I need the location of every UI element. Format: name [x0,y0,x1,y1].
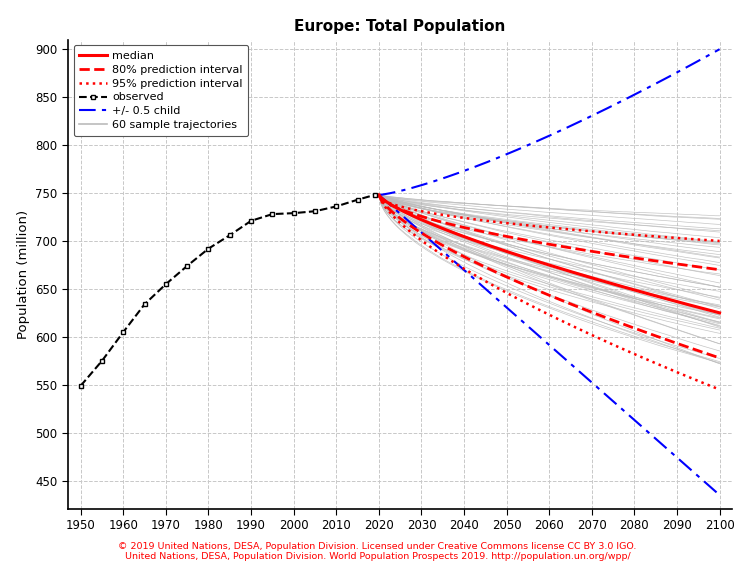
Y-axis label: Population (million): Population (million) [17,210,29,339]
Text: United Nations, DESA, Population Division. World Population Prospects 2019. http: United Nations, DESA, Population Divisio… [125,552,630,561]
Text: © 2019 United Nations, DESA, Population Division. Licensed under Creative Common: © 2019 United Nations, DESA, Population … [119,542,636,551]
Legend: median, 80% prediction interval, 95% prediction interval, observed, +/- 0.5 chil: median, 80% prediction interval, 95% pre… [73,45,248,136]
Title: Europe: Total Population: Europe: Total Population [294,19,506,35]
